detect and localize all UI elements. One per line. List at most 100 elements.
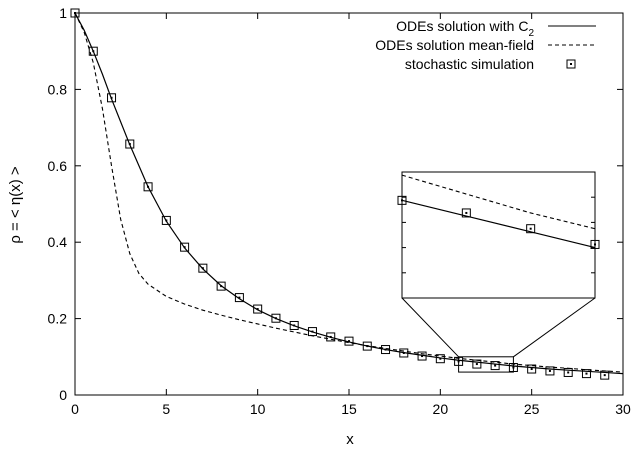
plot-area [70, 8, 624, 380]
inset-simulation-point [397, 195, 407, 205]
simulation-point-dot [366, 345, 369, 348]
simulation-point-dot [183, 246, 186, 249]
simulation-point-dot [603, 374, 606, 377]
x-tick-label: 15 [341, 401, 357, 417]
inset-point-dot [594, 243, 596, 246]
simulation-point-dot [402, 351, 405, 354]
simulation-point-box [417, 351, 427, 361]
simulation-point [216, 281, 226, 291]
simulation-point-dot [92, 50, 95, 53]
simulation-point-dot [74, 12, 76, 14]
series-ode-c2-line [74, 12, 624, 375]
simulation-point [88, 46, 98, 56]
simulation-point-box [143, 182, 153, 192]
simulation-point-box [216, 281, 226, 291]
simulation-point-dot [165, 219, 168, 222]
inset-simulation-point [590, 239, 600, 249]
legend-label-dashed: ODEs solution mean-field [375, 37, 534, 53]
inset-simulation-point [526, 224, 536, 234]
simulation-point [307, 327, 317, 337]
simulation-point [344, 336, 354, 346]
simulation-point-box [234, 293, 244, 303]
inset-frame [401, 171, 596, 299]
simulation-point-dot [274, 317, 277, 320]
simulation-point [234, 293, 244, 303]
simulation-point-dot [329, 335, 332, 338]
simulation-point [326, 332, 336, 342]
simulation-point-box [253, 304, 263, 314]
inset-ode-c2-line [401, 199, 596, 249]
simulation-point [198, 263, 208, 273]
simulation-point [362, 341, 372, 351]
simulation-point-dot [256, 308, 259, 311]
y-tick-label: 0 [59, 387, 67, 403]
simulation-point-box [180, 242, 190, 252]
simulation-point [563, 367, 573, 377]
zoom-connector-right [513, 297, 596, 358]
simulation-point [417, 351, 427, 361]
x-axis-label: x [346, 431, 354, 448]
simulation-point-dot [530, 368, 533, 371]
simulation-point-dot [494, 364, 497, 367]
simulation-point [527, 364, 537, 374]
x-tick-label: 5 [162, 401, 170, 417]
simulation-point-box [435, 354, 445, 364]
simulation-point-box [125, 139, 135, 149]
inset-point-dot [529, 227, 532, 230]
simulation-point-dot [384, 348, 387, 351]
simulation-point-box [289, 320, 299, 330]
simulation-point [289, 320, 299, 330]
simulation-point [161, 215, 171, 225]
inset-point-box [590, 239, 600, 249]
simulation-point-dot [147, 185, 150, 188]
simulation-point [107, 93, 117, 103]
simulation-point [381, 345, 391, 355]
legend-label-solid-subscript: 2 [528, 28, 534, 39]
simulation-point-dot [567, 371, 570, 374]
simulation-point-box [381, 345, 391, 355]
legend-label-squares: stochastic simulation [405, 56, 534, 72]
simulation-point-box [70, 8, 80, 18]
simulation-point-dot [201, 267, 204, 270]
simulation-point-box [326, 332, 336, 342]
simulation-point-dot [439, 357, 442, 360]
simulation-point-box [198, 263, 208, 273]
simulation-point-box [527, 364, 537, 374]
y-tick-label: 0.6 [48, 158, 68, 174]
simulation-point [70, 8, 80, 18]
simulation-point-dot [128, 143, 131, 146]
simulation-point [472, 359, 482, 369]
x-tick-label: 10 [250, 401, 266, 417]
simulation-point-box [472, 359, 482, 369]
zoom-connector-left [401, 297, 459, 358]
legend: ODEs solution with C2 ODEs solution mean… [375, 18, 596, 72]
simulation-point-box [563, 367, 573, 377]
simulation-point-box [545, 366, 555, 376]
inset-point-dot [401, 199, 403, 202]
simulation-point-box [344, 336, 354, 346]
x-tick-label: 0 [71, 401, 79, 417]
inset-point-box [397, 195, 407, 205]
simulation-point [180, 242, 190, 252]
simulation-point-box [107, 93, 117, 103]
y-tick-label: 1 [59, 5, 67, 21]
simulation-point-dot [348, 340, 350, 343]
x-tick-label: 25 [524, 401, 540, 417]
simulation-point [253, 304, 263, 314]
simulation-point-dot [585, 372, 588, 375]
simulation-point [125, 139, 135, 149]
simulation-point-dot [110, 96, 113, 99]
axes: 0 5 10 15 20 25 30 0 0.2 0.4 0.6 0.8 1 [48, 5, 631, 417]
simulation-point-dot [238, 296, 241, 299]
simulation-point-box [307, 327, 317, 337]
simulation-point [581, 369, 591, 379]
simulation-point-box [600, 370, 610, 380]
simulation-point-dot [293, 324, 296, 327]
legend-label-solid: ODEs solution with C2 [396, 18, 534, 39]
inset-mean-field-line [401, 174, 596, 230]
simulation-point [399, 348, 409, 358]
legend-marker-square [566, 59, 576, 69]
inset-point-dot [465, 211, 468, 214]
simulation-point-dot [421, 355, 424, 358]
